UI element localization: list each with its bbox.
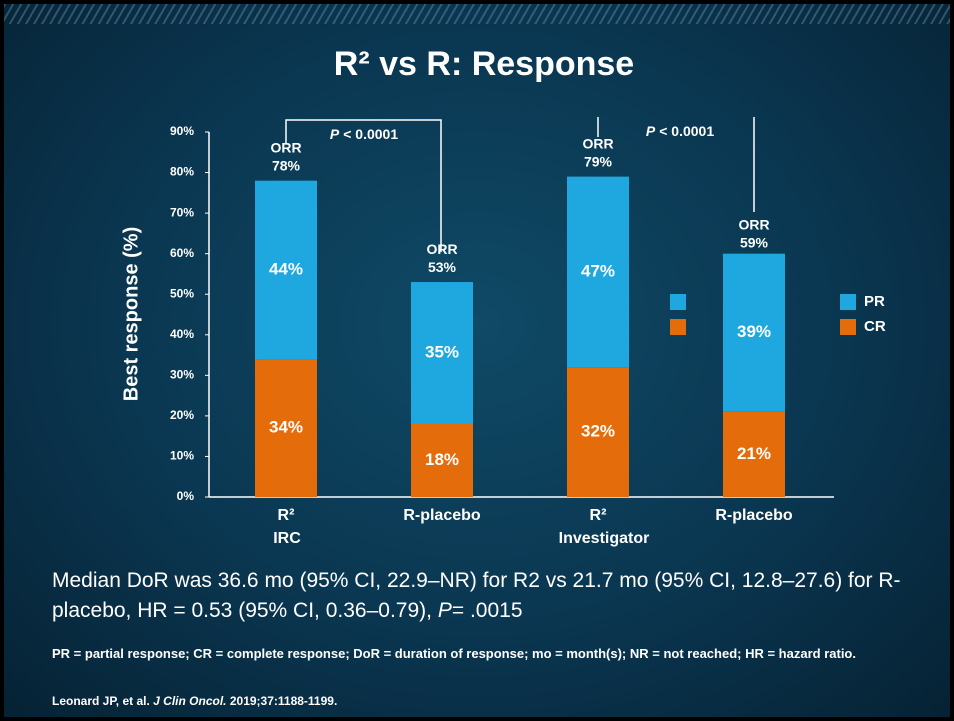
p-value: P < 0.0001	[646, 123, 714, 139]
bar-segment	[255, 180, 317, 360]
summary: Median DoR was 36.6 mo (95% CI, 22.9–NR)…	[52, 566, 902, 626]
footnote: PR = partial response; CR = complete res…	[52, 646, 856, 661]
y-tick-label: 80%	[170, 165, 194, 179]
y-tick-label: 90%	[170, 124, 194, 138]
value-label: 21%	[737, 444, 771, 463]
value-label: 47%	[581, 261, 615, 280]
y-tick-label: 10%	[170, 449, 194, 463]
y-tick-label: 60%	[170, 246, 194, 260]
citation: Leonard JP, et al. J Clin Oncol. 2019;37…	[52, 694, 337, 708]
summary-text: Median DoR was 36.6 mo (95% CI, 22.9–NR)…	[52, 569, 901, 622]
legend-swatch-stray	[670, 319, 686, 335]
bracket	[597, 117, 755, 212]
x-tick-label: R²	[590, 507, 607, 524]
orr-text: ORR	[270, 139, 301, 155]
x-tick-label: R-placebo	[403, 507, 481, 524]
legend-label: CR	[864, 318, 886, 335]
value-label: 39%	[737, 322, 771, 341]
x-tick-label: R-placebo	[715, 507, 793, 524]
citation-details: 2019;37:1188-1199.	[229, 694, 338, 708]
p-symbol: P	[646, 123, 656, 139]
bar-segment	[567, 367, 629, 497]
orr-label: ORR 78%	[270, 139, 301, 173]
orr-text: 59%	[740, 234, 769, 250]
chart-title: R² vs R: Response	[334, 45, 634, 83]
value-label: 32%	[581, 422, 615, 441]
value-label: 35%	[425, 343, 459, 362]
bar-segment	[723, 411, 785, 497]
legend-swatch-stray	[670, 294, 686, 310]
bar-segment	[411, 282, 473, 424]
legend-label: PR	[864, 293, 885, 310]
bar-segment	[723, 253, 785, 412]
orr-label: ORR 59%	[738, 216, 769, 250]
citation-authors: Leonard JP, et al.	[52, 694, 150, 708]
orr-label: ORR 79%	[582, 135, 613, 169]
x-tick-label: R²	[278, 507, 295, 524]
orr-text: 79%	[584, 153, 613, 169]
p-symbol: P	[330, 126, 340, 142]
y-tick-label: 50%	[170, 286, 194, 300]
group-label: IRC	[273, 530, 301, 547]
orr-label: ORR 53%	[426, 241, 457, 275]
chart: R² vs R: Response Best response (%) P < 0…	[120, 45, 886, 547]
y-tick-label: 20%	[170, 408, 194, 422]
orr-text: 53%	[428, 259, 457, 275]
y-tick-label: 40%	[170, 327, 194, 341]
bracket	[285, 119, 442, 252]
citation-journal: J Clin Oncol.	[153, 694, 227, 708]
value-label: 44%	[269, 259, 303, 278]
y-tick-label: 70%	[170, 205, 194, 219]
value-label: 18%	[425, 450, 459, 469]
bar-segment	[567, 176, 629, 368]
y-tick-label: 0%	[177, 489, 195, 503]
summary-end: = .0015	[451, 599, 523, 622]
legend-swatch	[840, 294, 856, 310]
p-value: P < 0.0001	[330, 126, 398, 142]
orr-text: ORR	[582, 135, 613, 151]
y-axis-label: Best response (%)	[120, 227, 142, 402]
orr-text: ORR	[738, 216, 769, 232]
header-stripe	[4, 4, 950, 24]
summary-italic: P	[437, 599, 452, 622]
p-text: < 0.0001	[343, 126, 398, 142]
orr-text: ORR	[426, 241, 457, 257]
y-tick-label: 30%	[170, 368, 194, 382]
value-label: 34%	[269, 418, 303, 437]
bar-segment	[411, 424, 473, 497]
orr-text: 78%	[272, 157, 301, 173]
group-label: Investigator	[559, 530, 650, 547]
p-text: < 0.0001	[659, 123, 714, 139]
bar-segment	[255, 359, 317, 497]
legend-swatch	[840, 319, 856, 335]
